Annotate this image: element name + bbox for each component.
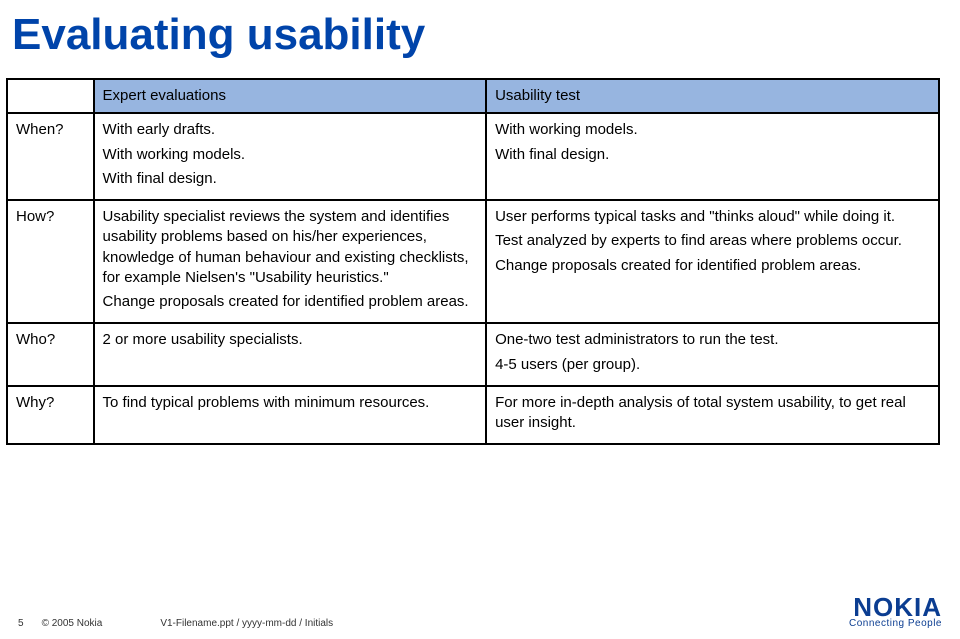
cell-text: Test analyzed by experts to find areas w… [495,231,930,251]
cell-text: Usability specialist reviews the system … [103,207,478,288]
cell-how-expert: Usability specialist reviews the system … [94,200,487,323]
nokia-logo: NOKIA [849,594,942,620]
cell-when-expert: With early drafts. With working models. … [94,113,487,200]
cell-text: One-two test administrators to run the t… [495,330,930,350]
cell-who-expert: 2 or more usability specialists. [94,323,487,386]
table-row: Why? To find typical problems with minim… [7,386,939,445]
comparison-table: Expert evaluations Usability test When? … [6,78,940,445]
filename-stamp: V1-Filename.ppt / yyyy-mm-dd / Initials [160,618,333,629]
header-empty [7,79,94,113]
cell-text: User performs typical tasks and "thinks … [495,207,930,227]
slide-title: Evaluating usability [6,10,940,60]
cell-text: With early drafts. [103,120,478,140]
slide-footer: 5 © 2005 Nokia V1-Filename.ppt / yyyy-mm… [18,594,942,629]
row-label-who: Who? [7,323,94,386]
brand-block: NOKIA Connecting People [849,594,942,629]
cell-text: 4-5 users (per group). [495,355,930,375]
cell-text: With working models. [103,145,478,165]
cell-why-test: For more in-depth analysis of total syst… [486,386,939,445]
copyright: © 2005 Nokia [42,618,103,629]
cell-text: With final design. [495,145,930,165]
header-usability-test: Usability test [486,79,939,113]
page-number: 5 [18,618,24,629]
row-label-why: Why? [7,386,94,445]
cell-text: To find typical problems with minimum re… [103,393,478,413]
footer-left: 5 © 2005 Nokia V1-Filename.ppt / yyyy-mm… [18,618,333,629]
cell-text: 2 or more usability specialists. [103,330,478,350]
row-label-how: How? [7,200,94,323]
header-expert: Expert evaluations [94,79,487,113]
cell-text: With final design. [103,169,478,189]
cell-text: For more in-depth analysis of total syst… [495,393,930,434]
table-row: Who? 2 or more usability specialists. On… [7,323,939,386]
cell-text: Change proposals created for identified … [103,292,478,312]
cell-how-test: User performs typical tasks and "thinks … [486,200,939,323]
cell-text: Change proposals created for identified … [495,256,930,276]
cell-text: With working models. [495,120,930,140]
table-header-row: Expert evaluations Usability test [7,79,939,113]
row-label-when: When? [7,113,94,200]
table-row: When? With early drafts. With working mo… [7,113,939,200]
cell-who-test: One-two test administrators to run the t… [486,323,939,386]
cell-when-test: With working models. With final design. [486,113,939,200]
cell-why-expert: To find typical problems with minimum re… [94,386,487,445]
table-row: How? Usability specialist reviews the sy… [7,200,939,323]
nokia-tagline: Connecting People [849,618,942,629]
